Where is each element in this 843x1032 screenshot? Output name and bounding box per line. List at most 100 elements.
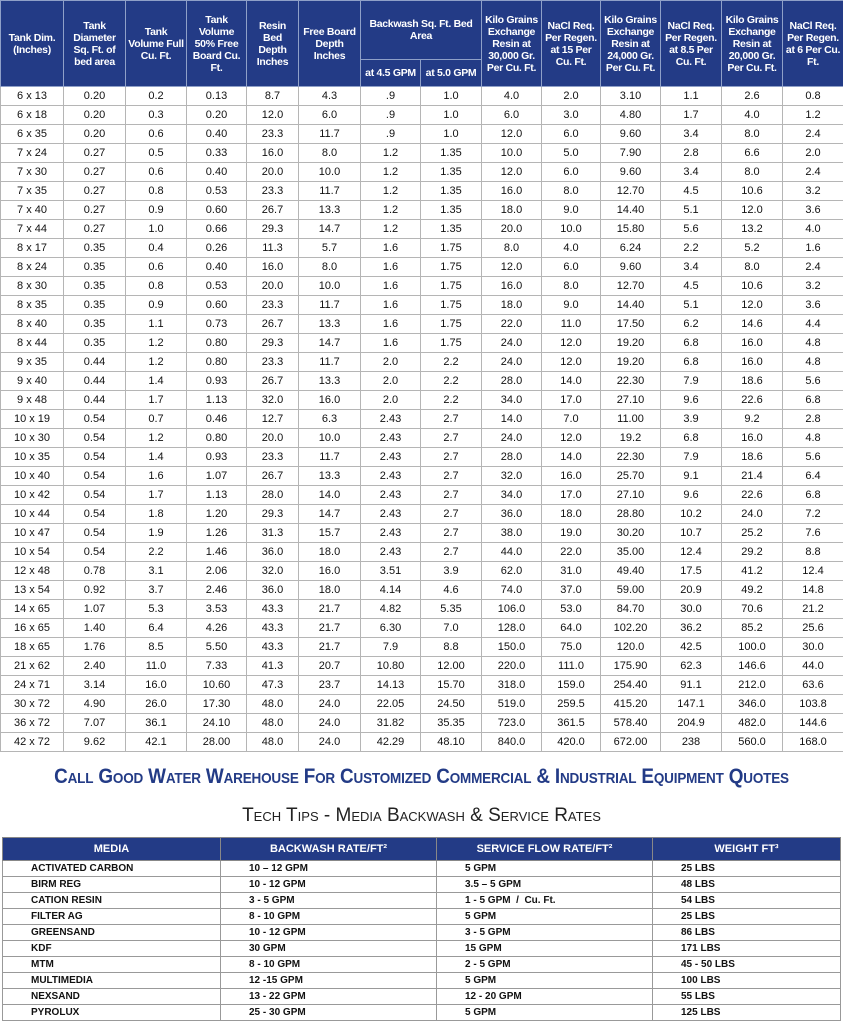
cell: 21.2 (782, 599, 843, 619)
cell: 204.9 (660, 713, 722, 733)
cell: 0.27 (63, 162, 126, 182)
cell: GREENSAND (2, 924, 221, 941)
cell: 1.2 (125, 333, 187, 353)
table-row: 7 x 35 0.27 0.8 0.53 23.3 11.7 1.2 1.35 16.0 8.0 1… (0, 181, 843, 201)
cell: 36.1 (125, 713, 187, 733)
cell: 17.50 (600, 314, 661, 334)
cell: 23.3 (246, 447, 299, 467)
table-row: 8 x 40 0.35 1.1 0.73 26.7 13.3 1.6 1.75 22.0 11.0… (0, 314, 843, 334)
cell: 2.06 (186, 561, 247, 581)
cell: 0.26 (186, 238, 247, 258)
cell: 62.3 (660, 656, 722, 676)
cell: 16.0 (721, 428, 783, 448)
table-row: PYROLUX 25 - 30 GPM 5 GPM 125 LBS (2, 1004, 841, 1021)
cell: 2.7 (420, 542, 482, 562)
cell: 12.0 (481, 162, 542, 182)
table-row: 14 x 65 1.07 5.3 3.53 43.3 21.7 4.82 5.35 106.0 5… (0, 599, 843, 619)
cell: 1.0 (125, 219, 187, 239)
table-row: 8 x 44 0.35 1.2 0.80 29.3 14.7 1.6 1.75 24.0 12.0… (0, 333, 843, 353)
cell: 12.4 (782, 561, 843, 581)
cell: 9.0 (541, 295, 601, 315)
cell: 24.50 (420, 694, 482, 714)
cell: 1.75 (420, 238, 482, 258)
cell: 16.0 (481, 276, 542, 296)
cell: 0.93 (186, 371, 247, 391)
cell: 9.60 (600, 162, 661, 182)
cell: 7 x 35 (0, 181, 64, 201)
cell: 12.0 (481, 257, 542, 277)
cell: 21.7 (298, 618, 361, 638)
table-row: 10 x 30 0.54 1.2 0.80 20.0 10.0 2.43 2.7 24.0 12.… (0, 428, 843, 448)
cell: 25.2 (721, 523, 783, 543)
cell: 0.44 (63, 390, 126, 410)
cell: 2.8 (660, 143, 722, 163)
cell: 6.6 (721, 143, 783, 163)
cell: 30.0 (660, 599, 722, 619)
cell: 3.14 (63, 675, 126, 695)
cell: 2.7 (420, 466, 482, 486)
cell: 1.4 (125, 371, 187, 391)
cell: 12.0 (721, 295, 783, 315)
cell: 14.40 (600, 295, 661, 315)
cell: 2.46 (186, 580, 247, 600)
cell: 1.6 (782, 238, 843, 258)
cell: 3.1 (125, 561, 187, 581)
cell: 1.2 (360, 162, 421, 182)
cell: 22.6 (721, 390, 783, 410)
cell: 0.53 (186, 276, 247, 296)
cell: 41.2 (721, 561, 783, 581)
cell: 12.70 (600, 181, 661, 201)
cell: 12.0 (246, 105, 299, 125)
cell: 3.4 (660, 257, 722, 277)
cell: 3 - 5 GPM (220, 892, 437, 909)
cell: 22.05 (360, 694, 421, 714)
cell: 14.7 (298, 219, 361, 239)
cell: 1.0 (420, 124, 482, 144)
table-row: 7 x 30 0.27 0.6 0.40 20.0 10.0 1.2 1.35 12.0 6.0 9… (0, 162, 843, 182)
cell: 18.6 (721, 447, 783, 467)
tank-table: Tank Dim. (Inches) Tank Diameter Sq. Ft. … (0, 0, 843, 752)
cell: 7.2 (782, 504, 843, 524)
cell: 2.43 (360, 409, 421, 429)
cell: 53.0 (541, 599, 601, 619)
cell: 519.0 (481, 694, 542, 714)
cell: 1.35 (420, 200, 482, 220)
cell: 3.10 (600, 86, 661, 106)
media-table: MEDIA BACKWASH RATE/FT² SERVICE FLOW RATE/… (2, 837, 841, 1021)
column-header: Tank Volume 50% Free Board Cu. Ft. (186, 0, 247, 87)
cell: 2.43 (360, 523, 421, 543)
cell: 672.00 (600, 732, 661, 752)
cell: 48 LBS (652, 876, 841, 893)
cell: 18.0 (298, 580, 361, 600)
cell: 840.0 (481, 732, 542, 752)
cell: 2.2 (420, 390, 482, 410)
cell: 3.2 (782, 276, 843, 296)
cell: 4.5 (660, 276, 722, 296)
cell: 10.2 (660, 504, 722, 524)
cell: 4.3 (298, 86, 361, 106)
cell: 560.0 (721, 732, 783, 752)
cell: 16.0 (298, 390, 361, 410)
cell: 43.3 (246, 618, 299, 638)
cell: 27.10 (600, 390, 661, 410)
cell: 4.5 (660, 181, 722, 201)
cell: 6.0 (541, 162, 601, 182)
cell: 48.0 (246, 713, 299, 733)
cell: 2.4 (782, 124, 843, 144)
cell: 12.0 (721, 200, 783, 220)
cell: 10 x 30 (0, 428, 64, 448)
cell: 17.5 (660, 561, 722, 581)
cell: 8.0 (721, 257, 783, 277)
cell: 13.3 (298, 314, 361, 334)
cell: 26.7 (246, 466, 299, 486)
cell: 578.40 (600, 713, 661, 733)
cell: 10.6 (721, 181, 783, 201)
cell: 0.54 (63, 504, 126, 524)
cell: 482.0 (721, 713, 783, 733)
cell: 1.26 (186, 523, 247, 543)
cell: 0.33 (186, 143, 247, 163)
cell: 5.6 (660, 219, 722, 239)
cell: 1.2 (360, 219, 421, 239)
cell: 0.6 (125, 162, 187, 182)
cell: 2.0 (782, 143, 843, 163)
